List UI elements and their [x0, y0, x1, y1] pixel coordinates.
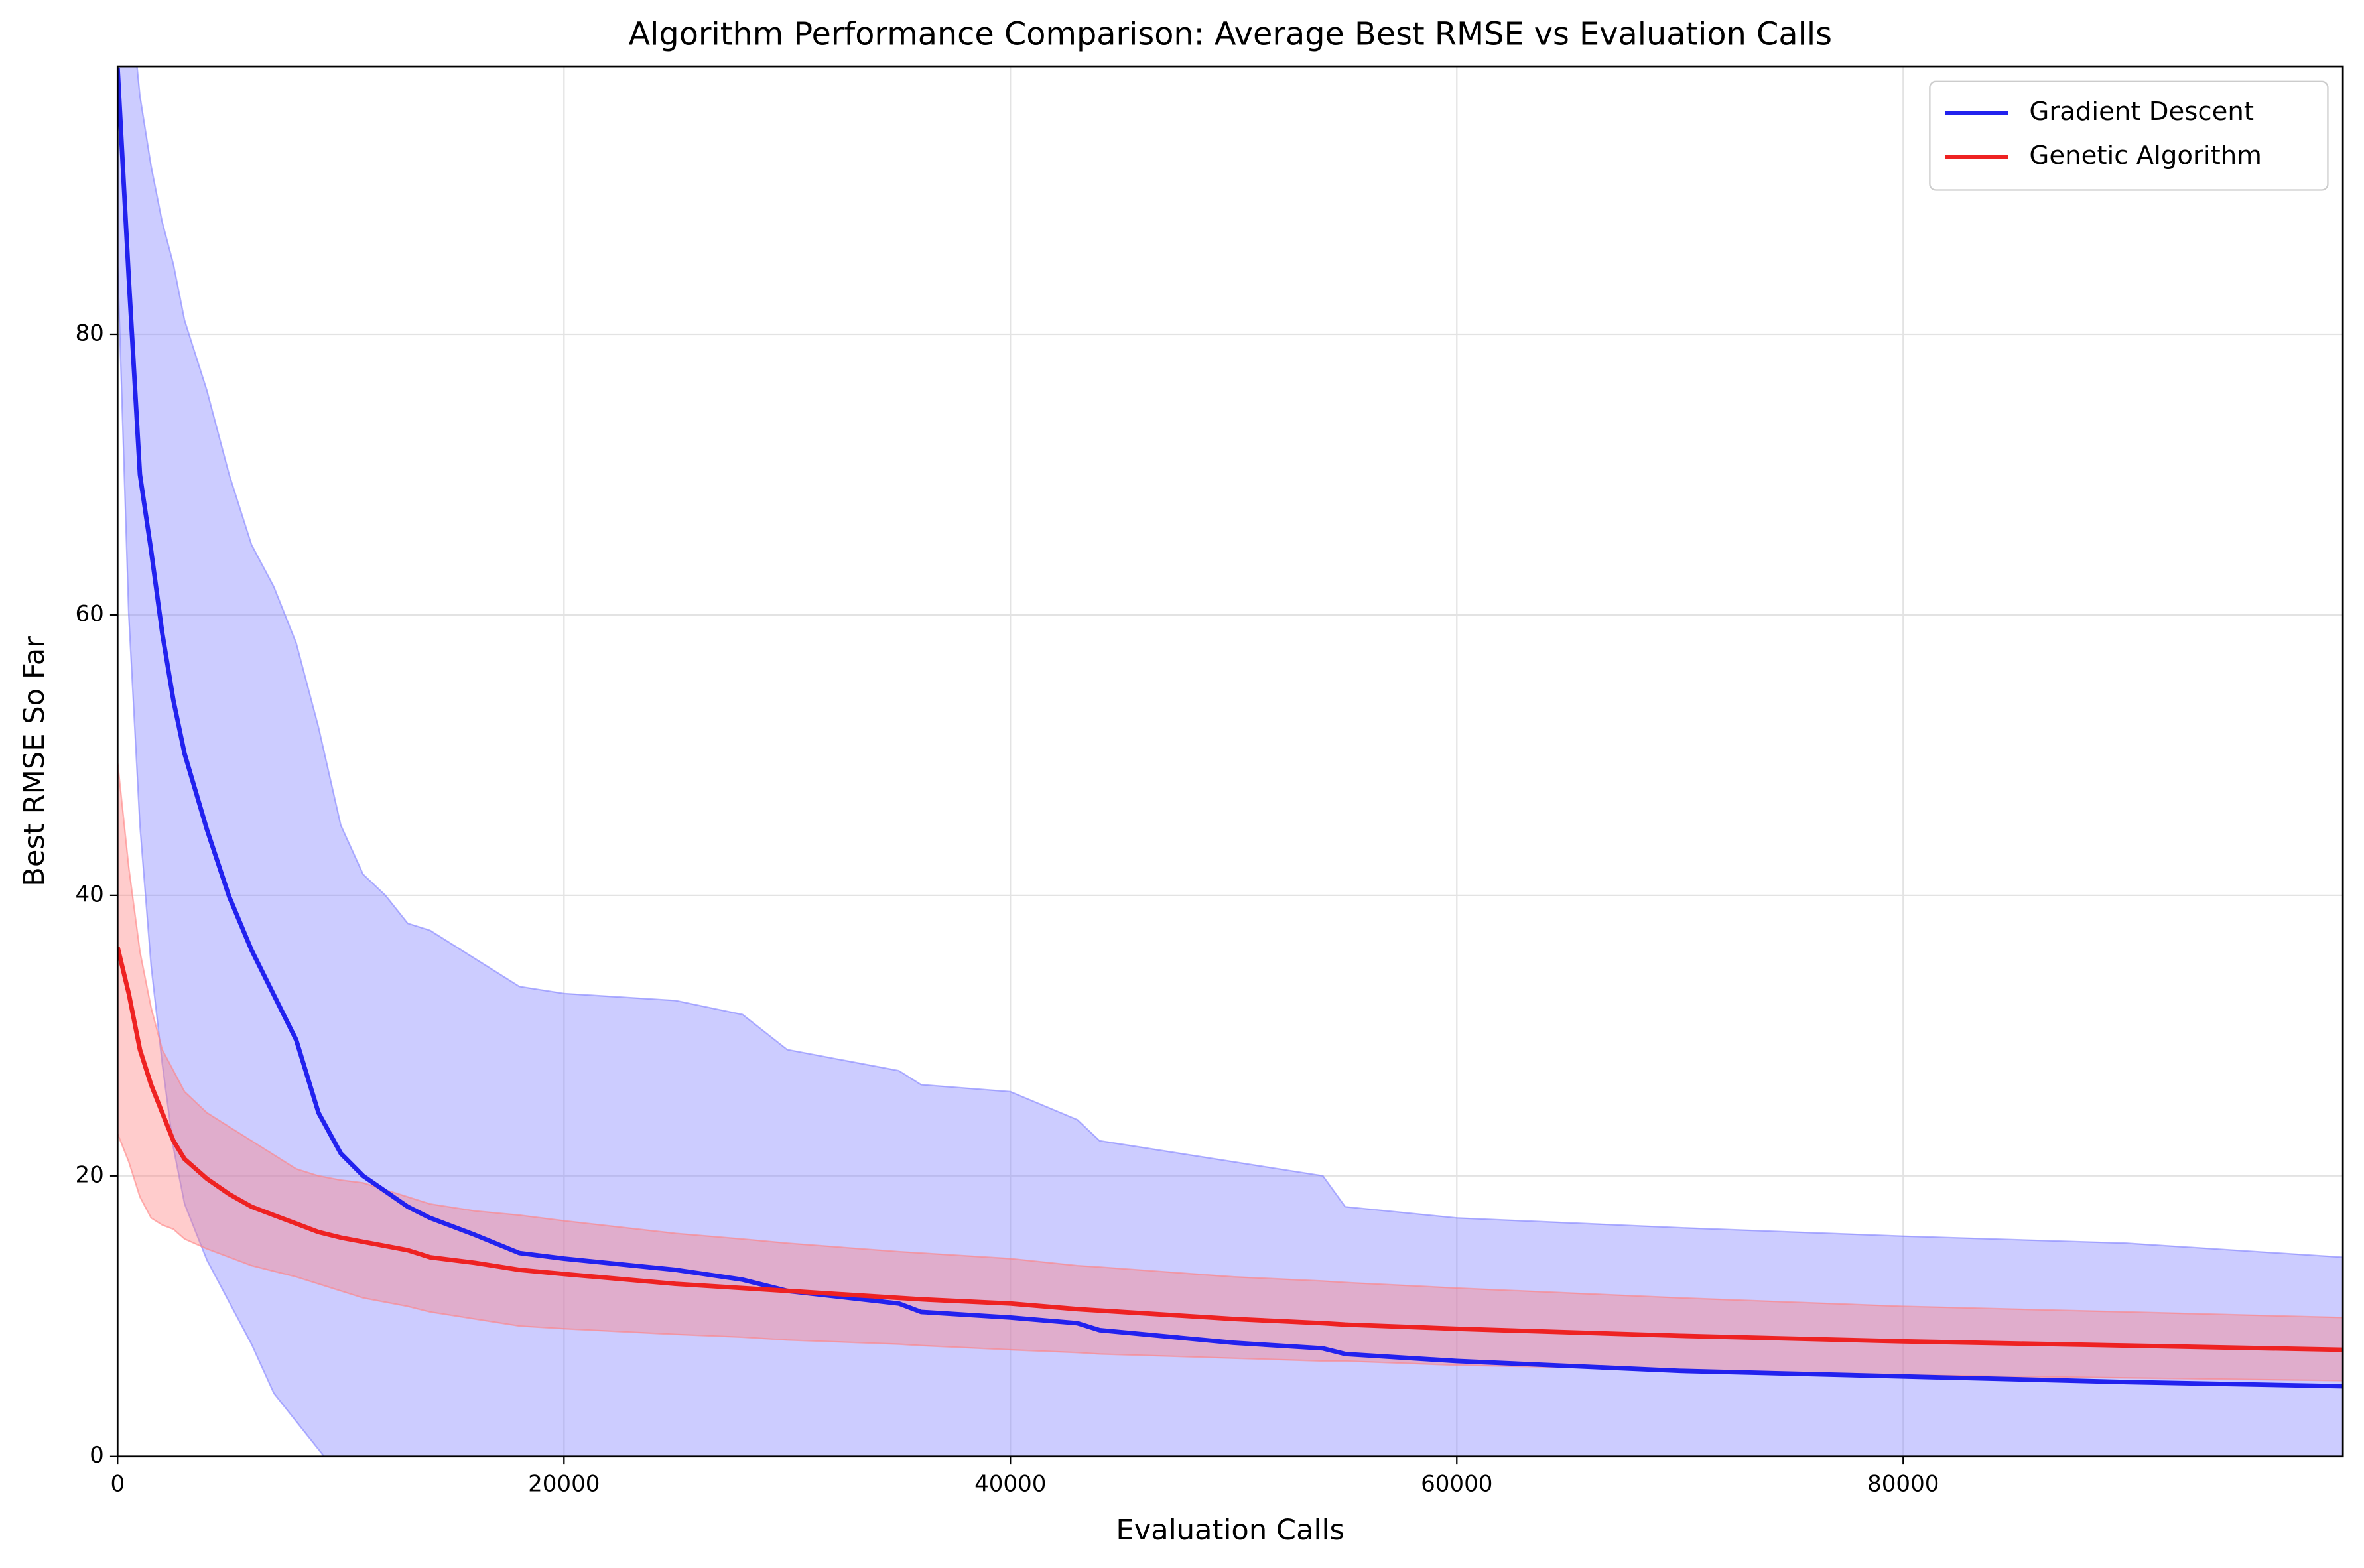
x-axis-label: Evaluation Calls — [1116, 1514, 1345, 1547]
x-tick-label: 80000 — [1867, 1470, 1939, 1497]
plot-area — [117, 66, 2343, 1457]
y-tick-label: 80 — [75, 320, 103, 346]
confidence-band — [117, 761, 2343, 1382]
x-tick-label: 60000 — [1421, 1470, 1492, 1497]
plot-frame — [116, 65, 2344, 1458]
series-line — [117, 68, 2343, 1389]
chart-title: Algorithm Performance Comparison: Averag… — [629, 17, 1832, 53]
confidence-band — [117, 66, 2343, 1457]
y-tick-label: 40 — [75, 881, 103, 907]
y-tick-label: 60 — [75, 600, 103, 627]
legend-box — [1929, 80, 2329, 191]
legend-label: Genetic Algorithm — [2029, 141, 2262, 170]
x-tick-label: 0 — [110, 1470, 125, 1497]
legend-label: Gradient Descent — [2029, 97, 2254, 127]
series-line — [117, 947, 2343, 1352]
y-tick-label: 20 — [75, 1161, 103, 1188]
y-tick-label: 0 — [90, 1442, 104, 1469]
y-axis-label: Best RMSE So Far — [18, 636, 51, 887]
x-tick-label: 20000 — [528, 1470, 600, 1497]
x-tick-label: 40000 — [974, 1470, 1046, 1497]
